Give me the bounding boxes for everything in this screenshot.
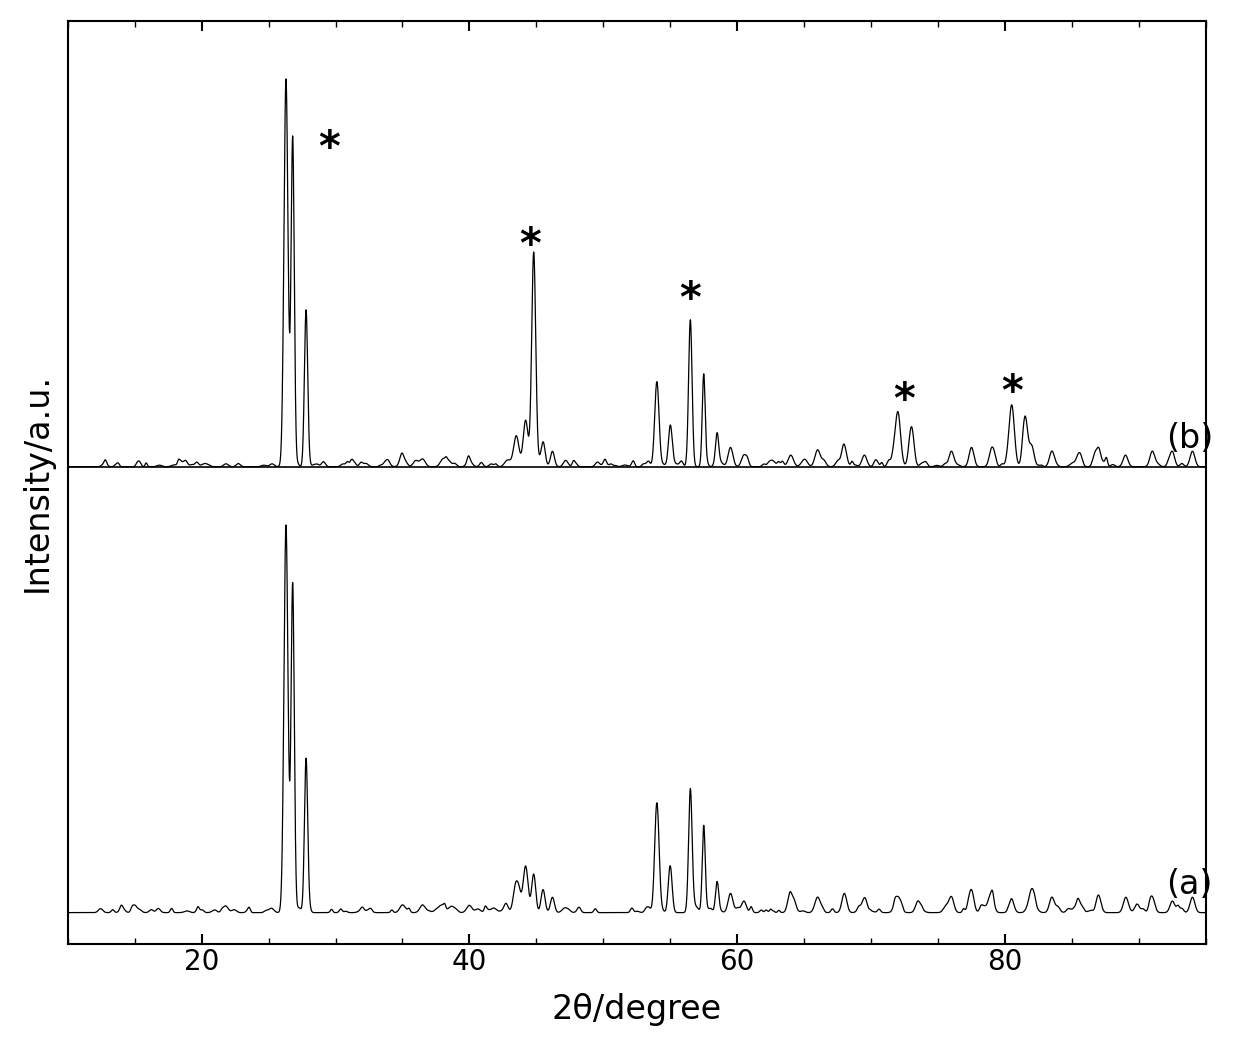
Text: (a): (a)	[1166, 868, 1211, 901]
Text: *: *	[1001, 372, 1023, 414]
Text: *: *	[894, 380, 915, 422]
X-axis label: 2θ/degree: 2θ/degree	[552, 994, 722, 1026]
Y-axis label: Intensity/a.u.: Intensity/a.u.	[21, 373, 53, 592]
Text: *: *	[317, 128, 340, 170]
Text: *: *	[680, 279, 701, 321]
Text: (b): (b)	[1166, 422, 1213, 455]
Text: *: *	[518, 225, 541, 267]
